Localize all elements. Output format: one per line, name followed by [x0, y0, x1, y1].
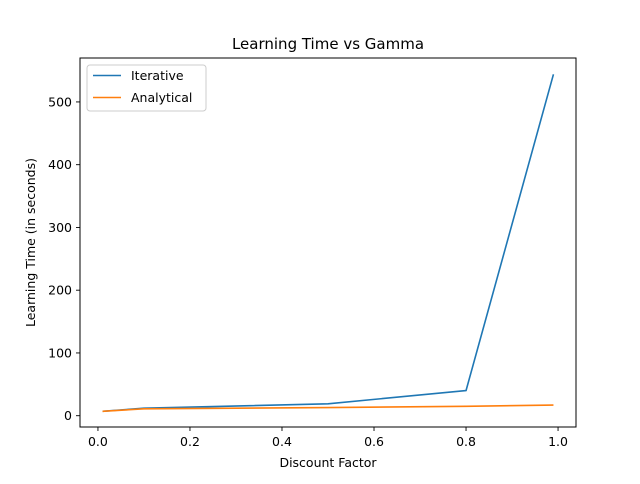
- series-layer: [102, 74, 555, 413]
- series-line-analytical: [102, 404, 554, 413]
- chart-title: Learning Time vs Gamma: [232, 35, 424, 53]
- y-tick-label: 0: [64, 408, 72, 423]
- legend-box: [86, 64, 207, 112]
- y-tick-label: 400: [48, 157, 72, 172]
- x-tick-label: 0.0: [88, 434, 108, 449]
- x-tick-label: 0.2: [180, 434, 200, 449]
- x-axis-label: Discount Factor: [279, 455, 377, 470]
- y-tick-label: 200: [48, 283, 72, 298]
- plot-area-frame: [79, 57, 577, 428]
- y-tick-label: 300: [48, 220, 72, 235]
- x-tick-label: 0.4: [272, 434, 292, 449]
- y-tick-label: 100: [48, 345, 72, 360]
- y-axis-ticks: 0 100 200 300 400 500: [48, 94, 80, 423]
- legend-label-analytical: Analytical: [131, 90, 192, 105]
- x-tick-label: 0.8: [456, 434, 476, 449]
- legend-label-iterative: Iterative: [131, 68, 184, 83]
- x-tick-label: 1.0: [548, 434, 568, 449]
- y-axis-label: Learning Time (in seconds): [23, 158, 38, 327]
- x-tick-label: 0.6: [364, 434, 384, 449]
- y-tick-label: 500: [48, 94, 72, 109]
- legend: Iterative Analytical: [86, 64, 207, 112]
- x-axis-ticks: 0.0 0.2 0.4 0.6 0.8 1.0: [88, 427, 568, 449]
